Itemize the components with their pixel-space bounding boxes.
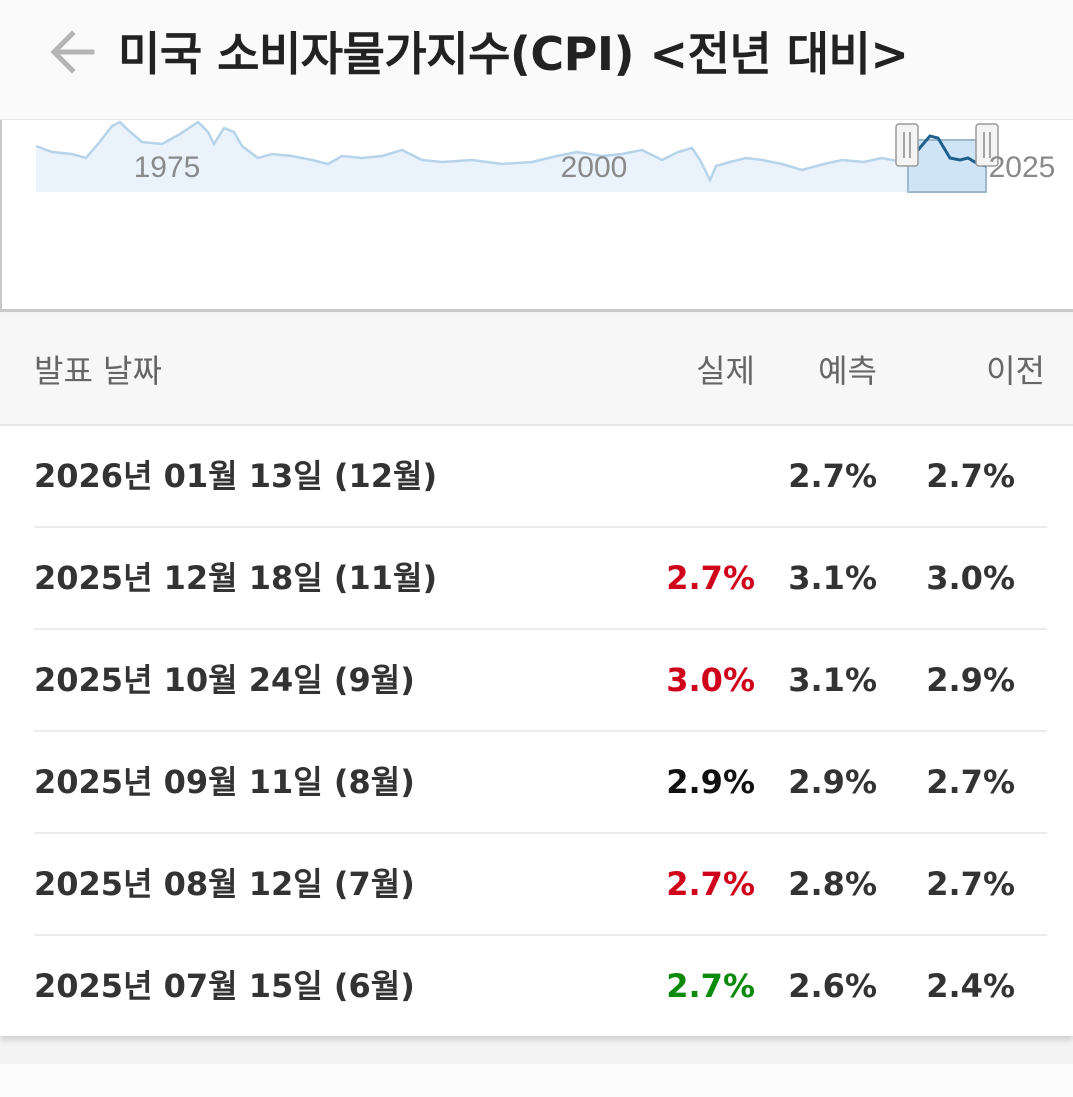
navigator-selected-line [906,134,987,168]
navigator-line [35,120,909,183]
next-section-card [0,1064,1073,1097]
previous-value: 2.9% [926,661,1015,699]
column-header-actual: 실제 [696,352,755,390]
year-label: 2000 [561,151,628,184]
year-label: 2025 [989,151,1056,184]
previous-value: 3.0% [926,559,1015,597]
release-date: 2025년 07월 15일 (6월) [34,967,415,1005]
release-date: 2025년 10월 24일 (9월) [34,661,415,699]
release-date: 2025년 12월 18일 (11월) [34,559,438,597]
year-label: 1975 [134,151,201,184]
page-title: 미국 소비자물가지수(CPI) <전년 대비> [118,27,909,81]
forecast-value: 3.1% [788,559,877,597]
actual-value: 2.7% [666,865,755,903]
release-date: 2025년 09월 11일 (8월) [34,763,415,801]
column-header-previous: 이전 [986,352,1045,390]
table-row[interactable]: 2025년 10월 24일 (9월) 3.0% 3.1% 2.9% [34,630,1047,732]
previous-value: 2.4% [926,967,1015,1005]
chart-panel: 1975 2000 2025 [0,120,1073,312]
forecast-value: 2.6% [788,967,877,1005]
forecast-value: 2.9% [788,763,877,801]
navigator-area [36,122,908,192]
release-date: 2025년 08월 12일 (7월) [34,865,415,903]
previous-value: 2.7% [926,763,1015,801]
release-date: 2026년 01월 13일 (12월) [34,457,438,495]
navigator-left-handle[interactable] [895,123,919,167]
actual-value: 3.0% [666,661,755,699]
forecast-value: 2.8% [788,865,877,903]
forecast-value: 3.1% [788,661,877,699]
column-header-date: 발표 날짜 [34,352,162,390]
back-button[interactable] [40,22,104,86]
actual-value: 2.7% [666,559,755,597]
table-row[interactable]: 2025년 09월 11일 (8월) 2.9% 2.9% 2.7% [34,732,1047,834]
navigator-right-handle[interactable] [975,123,999,167]
release-table: 발표 날짜 실제 예측 이전 2026년 01월 13일 (12월) 2.7% … [0,318,1073,1036]
range-navigator[interactable]: 1975 2000 2025 [2,120,1073,200]
table-row[interactable]: 2026년 01월 13일 (12월) 2.7% 2.7% [34,426,1047,528]
table-row[interactable]: 2025년 08월 12일 (7월) 2.7% 2.8% 2.7% [34,834,1047,936]
arrow-left-icon [46,26,98,82]
actual-value: 2.7% [666,967,755,1005]
table-row[interactable]: 2025년 07월 15일 (6월) 2.7% 2.6% 2.4% [34,936,1047,1038]
forecast-value: 2.7% [788,457,877,495]
table-row[interactable]: 2025년 12월 18일 (11월) 2.7% 3.1% 3.0% [34,528,1047,630]
actual-value: 2.9% [666,763,755,801]
table-header: 발표 날짜 실제 예측 이전 [0,318,1073,426]
column-header-forecast: 예측 [818,352,877,390]
previous-value: 2.7% [926,865,1015,903]
app-header: 미국 소비자물가지수(CPI) <전년 대비> [0,0,1073,120]
table-body: 2026년 01월 13일 (12월) 2.7% 2.7% 2025년 12월 … [0,426,1073,1038]
previous-value: 2.7% [926,457,1015,495]
